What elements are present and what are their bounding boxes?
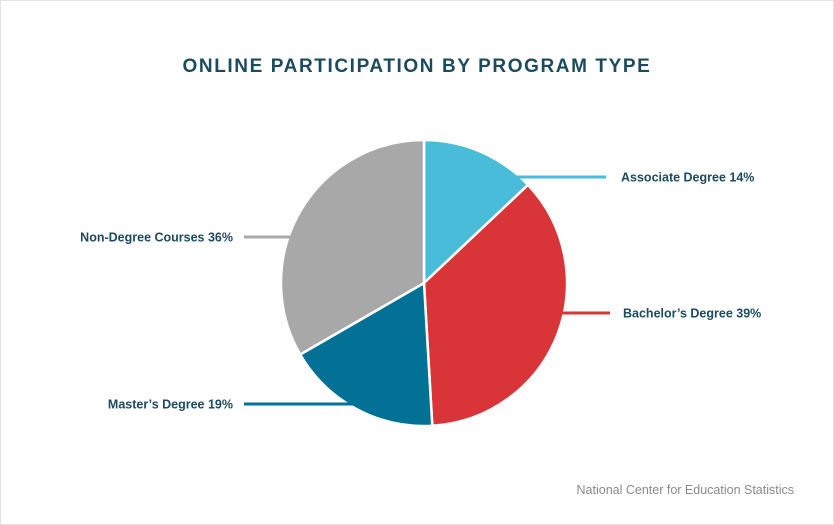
- slice-label-4: Non-Degree Courses 36%: [80, 231, 233, 245]
- slice-label-2: Bachelor’s Degree 39%: [623, 307, 761, 321]
- slice-label-1: Associate Degree 14%: [621, 171, 754, 185]
- slice-label-3: Master’s Degree 19%: [108, 398, 233, 412]
- pie-slice-3: [298, 281, 434, 428]
- pie-slice-4: [279, 138, 426, 356]
- source-note: National Center for Education Statistics: [576, 483, 794, 497]
- pie-slice-2: [422, 183, 569, 428]
- chart-title: ONLINE PARTICIPATION BY PROGRAM TYPE: [182, 56, 652, 77]
